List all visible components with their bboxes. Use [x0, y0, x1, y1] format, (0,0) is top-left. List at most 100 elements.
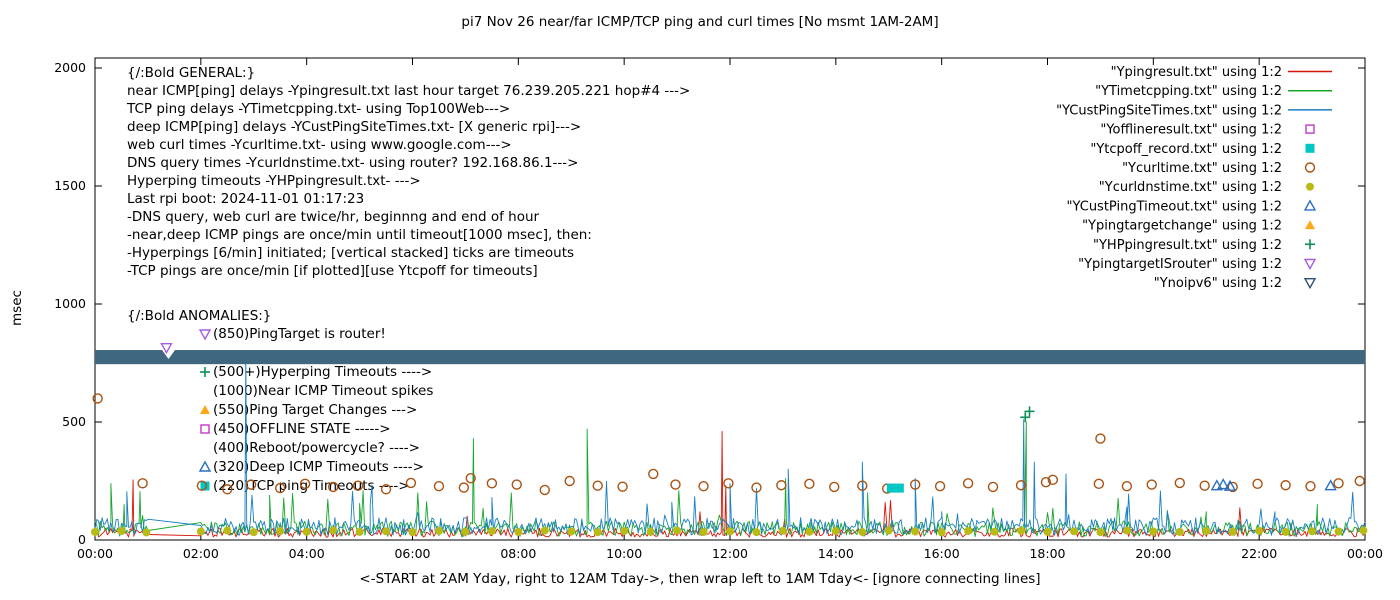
dns-dot-marker [1043, 527, 1052, 536]
dns-dot-marker [1149, 527, 1158, 536]
curl-circle-marker [458, 482, 470, 493]
legend-label: "Ynoipv6" using 1:2 [1154, 276, 1282, 291]
dns-dot-marker [699, 527, 708, 536]
dns-dot-marker [1017, 526, 1026, 535]
general-line: Hyperping timeouts -YHPpingresult.txt- -… [127, 173, 421, 189]
dns-dot-marker [223, 526, 232, 535]
curl-circle-marker [592, 480, 603, 491]
y-tick-label: 500 [62, 414, 86, 429]
dns-dot-marker [964, 527, 973, 536]
tcpoff-square-marker [894, 483, 904, 493]
curl-circle-marker [857, 480, 868, 491]
dns-dot-marker [831, 527, 840, 536]
dns-dot-marker [1202, 527, 1211, 536]
curl-circle-marker [196, 480, 208, 491]
x-tick-label: 06:00 [394, 546, 430, 561]
curl-circle-marker [1227, 481, 1238, 493]
curl-circle-marker [137, 478, 148, 489]
anomaly-line: (850)PingTarget is router! [213, 326, 386, 342]
timeout-triangle-marker [1303, 199, 1317, 211]
general-line: -TCP pings are once/min [if plotted][use… [127, 263, 538, 279]
timeout-triangle-marker [1216, 478, 1230, 490]
general-line: Last rpi boot: 2024-11-01 01:17:23 [127, 191, 364, 207]
legend-label: "Yofflineresult.txt" using 1:2 [1100, 123, 1282, 138]
curl-circle-marker [1095, 433, 1106, 444]
dns-dot-marker [567, 527, 576, 536]
dns-dot-marker [593, 528, 602, 537]
anomaly-line: (400)Reboot/powercycle? ----> [213, 440, 420, 456]
curl-circle-marker [380, 484, 392, 495]
dns-dot-marker [911, 527, 920, 536]
curl-circle-marker [299, 478, 311, 490]
series-line-YCustPingSiteTimes [94, 353, 1366, 536]
curl-circle-marker [465, 472, 476, 484]
dns-dot-marker [142, 528, 151, 537]
curl-circle-marker [1280, 480, 1291, 491]
dns-dot-marker [1122, 526, 1131, 535]
x-tick-label: 18:00 [1029, 546, 1065, 561]
anomaly-line: (1000)Near ICMP Timeout spikes [213, 383, 433, 399]
curl-circle-marker [1174, 477, 1185, 489]
dns-dot-marker [382, 527, 391, 536]
dns-dot-marker [937, 528, 946, 537]
legend-label: "YCustPingSiteTimes.txt" using 1:2 [1056, 103, 1282, 118]
scatter-series [91, 342, 1368, 537]
targetchange-triangle-marker [200, 405, 210, 414]
anomaly-line: (320)Deep ICMP Timeouts ----> [213, 459, 424, 475]
legend-label: "YTimetcpping.txt" using 1:2 [1095, 84, 1282, 99]
dns-dot-marker [355, 527, 364, 536]
curl-circle-marker [511, 479, 522, 490]
curl-circle-marker [405, 477, 417, 489]
general-line: deep ICMP[ping] delays -YCustPingSiteTim… [127, 119, 581, 135]
dns-dot-marker [1334, 527, 1343, 536]
curl-circle-marker [92, 393, 103, 404]
curl-circle-marker [327, 481, 339, 493]
dns-dot-marker [196, 527, 205, 536]
x-tick-label: 04:00 [289, 546, 325, 561]
y-tick-label: 2000 [54, 60, 86, 75]
x-tick-label: 10:00 [606, 546, 642, 561]
dns-dot-marker [461, 527, 470, 536]
legend-label: "Ytcpoff_record.txt" using 1:2 [1090, 142, 1282, 157]
curl-circle-marker [433, 480, 445, 492]
curl-circle-marker [1093, 478, 1105, 490]
legend-label: "Ycurltime.txt" using 1:2 [1122, 161, 1282, 176]
x-tick-label: 14:00 [818, 546, 854, 561]
curl-circle-marker [1252, 478, 1263, 490]
y-tick-label: 0 [78, 532, 86, 547]
curl-circle-marker [910, 479, 921, 490]
y-tick-label: 1000 [54, 296, 86, 311]
offline-square-marker [200, 424, 210, 434]
curl-circle-marker [564, 475, 575, 487]
anomaly-line: (220)TCP ping Timeouts ----> [213, 478, 410, 494]
legend-label: "YHPpingresult.txt" using 1:2 [1093, 238, 1282, 253]
down-triangle-marker [1303, 258, 1317, 270]
offline-square-marker [1305, 124, 1315, 134]
curl-circle-marker [617, 481, 628, 492]
anomaly-line: (550)Ping Target Changes ---> [213, 402, 417, 418]
legend: "Ypingresult.txt" using 1:2 "YTimetcpping… [1056, 65, 1332, 291]
curl-circle-marker [352, 480, 364, 491]
curl-circle-marker [245, 479, 257, 490]
dns-dot-marker [117, 527, 126, 536]
general-annotations: {/:Bold GENERAL:} near ICMP[ping] delays … [126, 65, 690, 279]
timeout-band [95, 350, 1365, 365]
x-tick-label: 16:00 [924, 546, 960, 561]
curl-circle-marker [1305, 480, 1316, 492]
curl-circle-marker [934, 480, 946, 492]
dns-dot-marker [673, 526, 682, 535]
dns-dot-marker [487, 527, 496, 536]
curl-circle-marker [648, 468, 659, 480]
legend-label: "Ypingtargetchange" using 1:2 [1082, 219, 1282, 234]
dns-dot-marker [249, 528, 258, 537]
legend-label: "YCustPingTimeout.txt" using 1:2 [1067, 199, 1282, 214]
dns-dot-marker [408, 528, 417, 537]
tcpoff-square-marker [1305, 143, 1315, 153]
chart-title: pi7 Nov 26 near/far ICMP/TCP ping and cu… [461, 14, 939, 30]
dns-dot-marker [302, 527, 311, 536]
legend-label: "YpingtargetISrouter" using 1:2 [1078, 257, 1282, 272]
x-tick-label: 00:00 [1347, 546, 1383, 561]
curl-circle-marker [1146, 479, 1157, 490]
